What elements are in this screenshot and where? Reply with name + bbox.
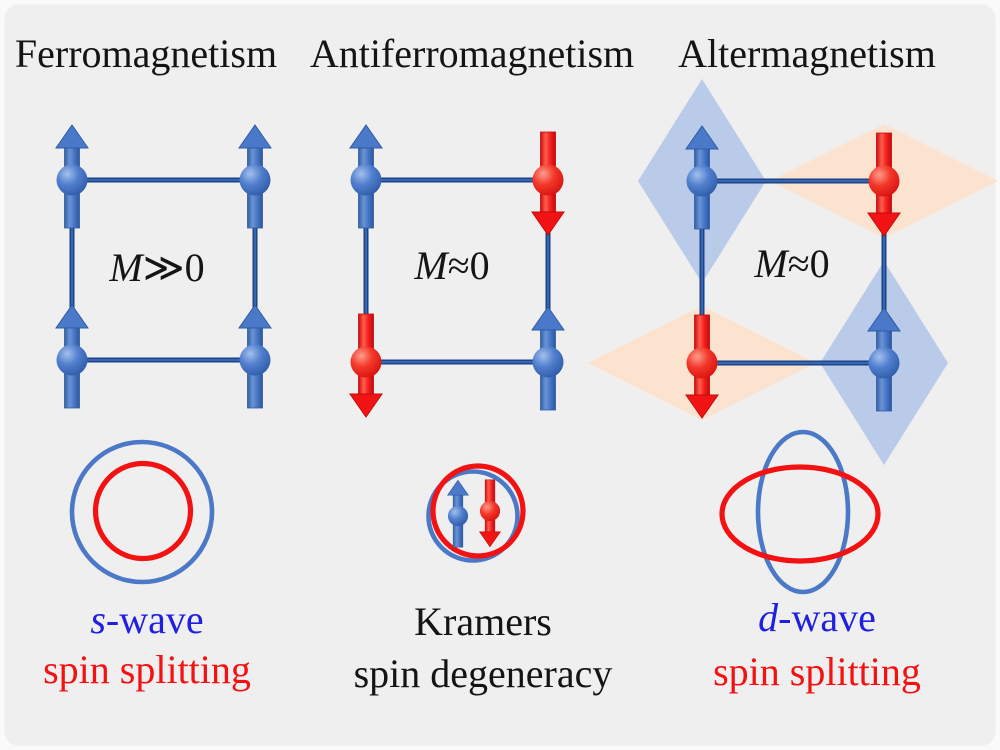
kramers-label: Kramers [414, 599, 552, 644]
ferromagnetism-title: Ferromagnetism [15, 31, 277, 76]
s-wave-outer-blue-fermi-circle [69, 439, 215, 585]
ferro-magnetization-label: M≫0 [108, 245, 204, 290]
antiferromagnetism-panel: Antiferromagnetism M≈0 Kramers spin dege… [310, 31, 634, 696]
antiferromagnetism-title: Antiferromagnetism [310, 31, 634, 76]
anti-lattice-bonds-highlight [364, 178, 550, 364]
d-wave-blue-fermi-ellipse [755, 429, 851, 595]
ferromagnetism-panel: Ferromagnetism M≫0 s-wave spin splitting [15, 31, 277, 692]
altermagnetism-title: Altermagnetism [678, 31, 936, 76]
s-wave-inner-red-fermi-circle [92, 460, 194, 562]
ferro-spin-splitting-label: spin splitting [43, 647, 251, 692]
d-wave-red-fermi-ellipse [719, 464, 881, 564]
s-wave-label: s-wave [90, 597, 203, 642]
alter-magnetization-label: M≈0 [753, 241, 829, 286]
alter-lattice-bonds-highlight [700, 179, 886, 365]
d-wave-label: d-wave [758, 595, 876, 640]
ferro-lattice-bonds-highlight [70, 178, 257, 362]
alter-spin-splitting-label: spin splitting [713, 649, 921, 694]
spin-degeneracy-label: spin degeneracy [354, 651, 613, 696]
altermagnetism-panel: Altermagnetism M≈0 d-wave spin splitting [678, 31, 936, 694]
kramers-red-fermi-circle [430, 463, 526, 559]
kramers-blue-fermi-circle [426, 469, 520, 563]
anti-magnetization-label: M≈0 [413, 243, 489, 288]
